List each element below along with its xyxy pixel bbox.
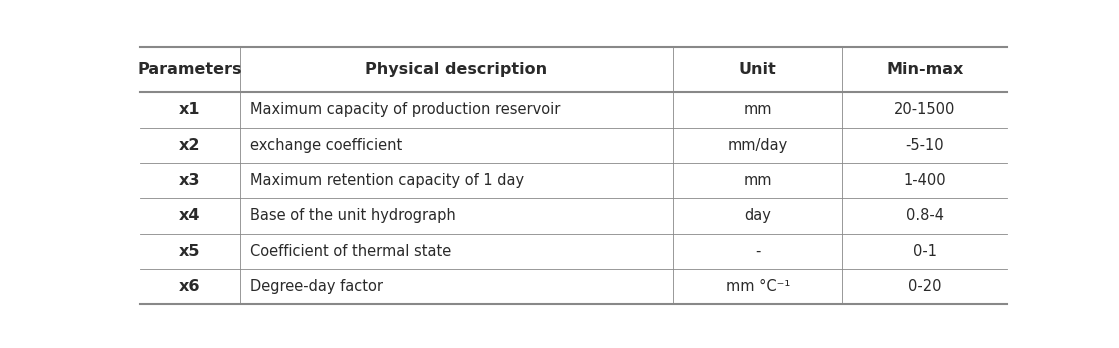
Text: 0.8-4: 0.8-4 [905, 208, 943, 223]
Text: Physical description: Physical description [365, 62, 547, 77]
Text: -5-10: -5-10 [905, 138, 944, 153]
Text: Maximum capacity of production reservoir: Maximum capacity of production reservoir [250, 102, 561, 117]
Text: x1: x1 [179, 102, 200, 117]
Text: Unit: Unit [739, 62, 777, 77]
Text: x6: x6 [179, 279, 200, 294]
Text: mm: mm [743, 173, 772, 188]
Text: x4: x4 [179, 208, 200, 223]
Text: Degree-day factor: Degree-day factor [250, 279, 383, 294]
Text: day: day [744, 208, 771, 223]
Text: exchange coefficient: exchange coefficient [250, 138, 402, 153]
Text: Coefficient of thermal state: Coefficient of thermal state [250, 244, 451, 259]
Text: 1-400: 1-400 [903, 173, 946, 188]
Text: 0-20: 0-20 [908, 279, 941, 294]
Text: mm/day: mm/day [727, 138, 788, 153]
Text: -: - [755, 244, 761, 259]
Text: x5: x5 [179, 244, 200, 259]
Text: Maximum retention capacity of 1 day: Maximum retention capacity of 1 day [250, 173, 524, 188]
Text: x3: x3 [179, 173, 200, 188]
Text: Base of the unit hydrograph: Base of the unit hydrograph [250, 208, 455, 223]
Text: mm °C⁻¹: mm °C⁻¹ [725, 279, 790, 294]
Text: 20-1500: 20-1500 [894, 102, 956, 117]
Text: mm: mm [743, 102, 772, 117]
Text: 0-1: 0-1 [913, 244, 937, 259]
Text: Parameters: Parameters [138, 62, 242, 77]
Text: Min-max: Min-max [886, 62, 963, 77]
Text: x2: x2 [179, 138, 200, 153]
